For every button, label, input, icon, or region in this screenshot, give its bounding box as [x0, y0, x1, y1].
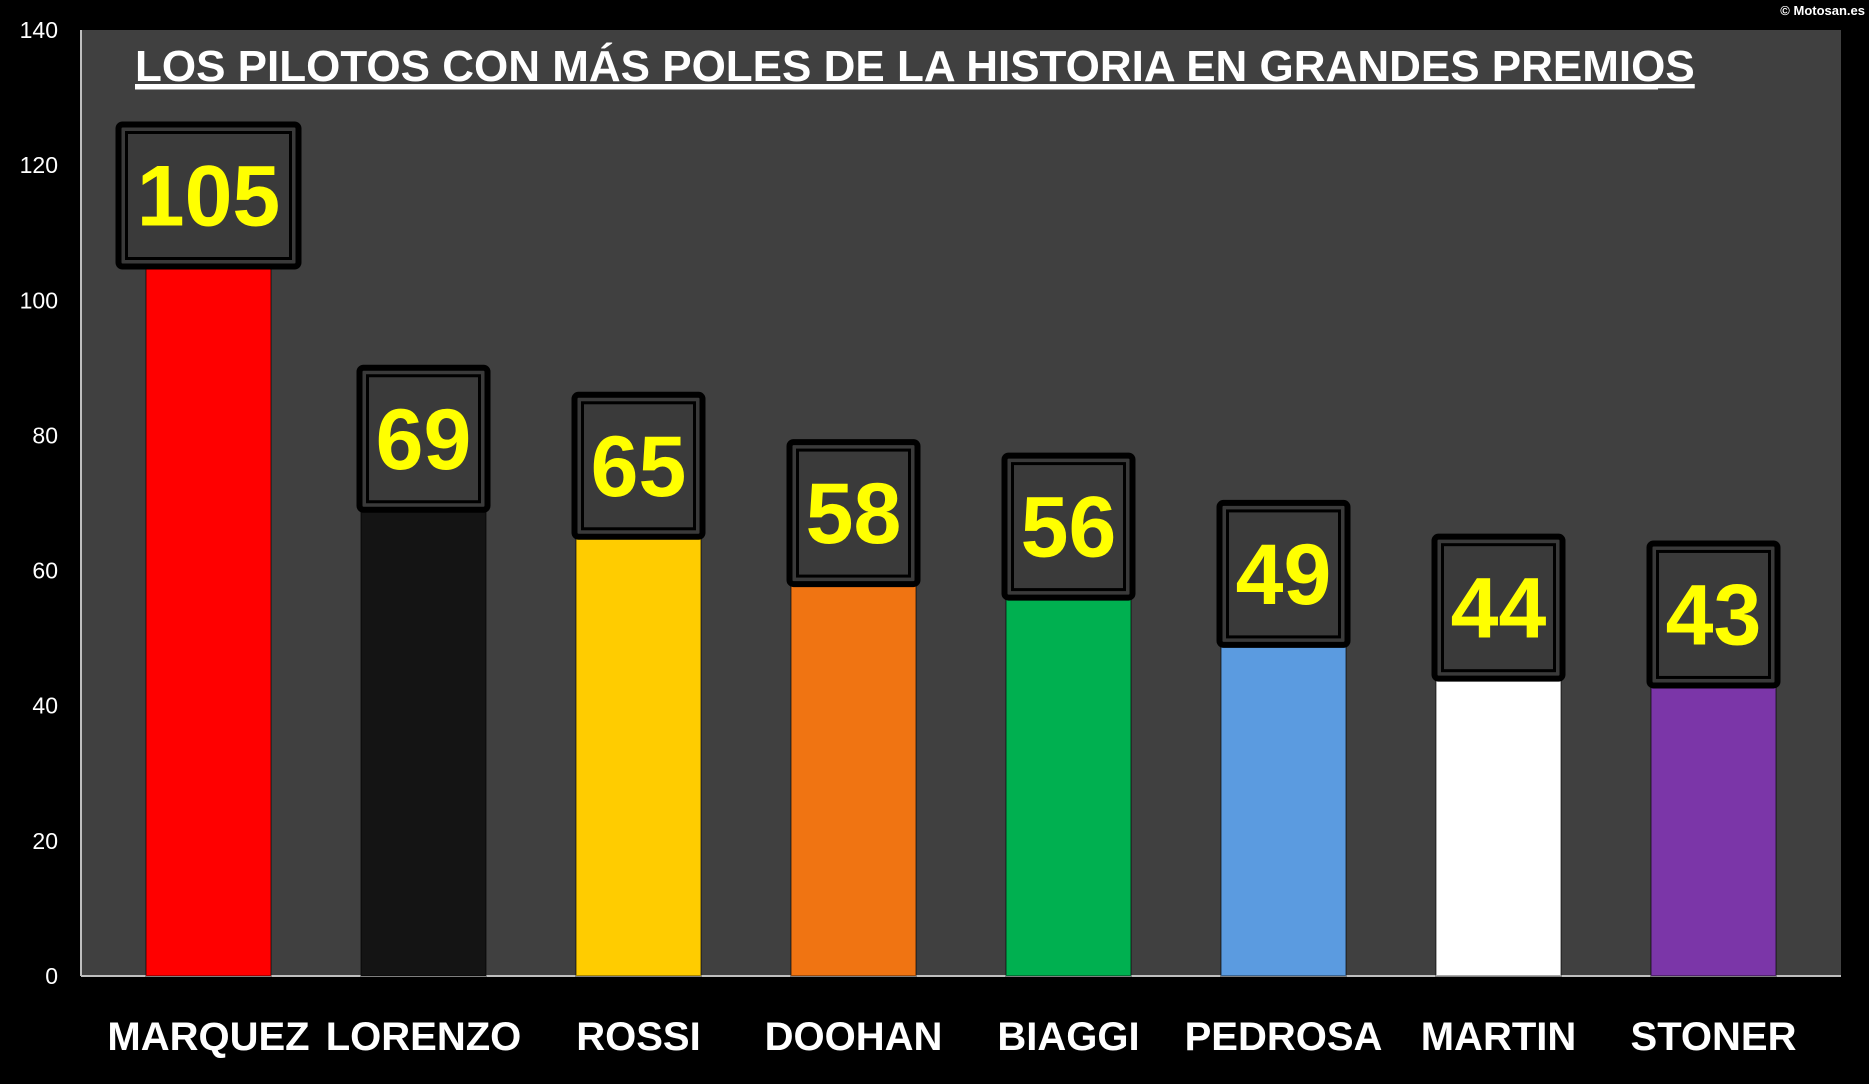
- value-label-box: [1646, 540, 1781, 689]
- data-label: 69: [376, 392, 472, 488]
- chart-title: LOS PILOTOS CON MÁS POLES DE LA HISTORIA…: [135, 41, 1695, 91]
- y-tick-label: 140: [20, 17, 58, 43]
- bar: [790, 583, 917, 977]
- y-tick-label: 100: [20, 287, 58, 313]
- value-label-box-inner: [581, 401, 696, 531]
- y-tick-labels: 0 20 40 60 80 100 120 140: [20, 17, 58, 989]
- x-tick-label: DOOHAN: [765, 1015, 943, 1059]
- value-label-box-inner: [796, 448, 911, 578]
- data-label: 49: [1236, 527, 1332, 623]
- data-label: 105: [137, 149, 281, 245]
- x-tick-label: BIAGGI: [997, 1015, 1139, 1059]
- x-tick-label: PEDROSA: [1185, 1015, 1383, 1059]
- value-label-box: [571, 391, 706, 540]
- bar: [575, 535, 702, 977]
- value-labels: 105 69 65 58 56 49 44 43: [115, 121, 1781, 689]
- y-tick-label: 80: [32, 422, 58, 448]
- value-label-box: [786, 439, 921, 588]
- y-tick-label: 120: [20, 152, 58, 178]
- value-label-box-inner: [125, 131, 292, 260]
- y-tick-label: 40: [32, 693, 58, 719]
- bar: [1220, 643, 1347, 978]
- value-label-box: [1431, 533, 1566, 682]
- y-tick-label: 20: [32, 828, 58, 854]
- value-label-box-inner: [1011, 462, 1126, 592]
- y-tick-label: 60: [32, 558, 58, 584]
- data-label: 58: [806, 466, 902, 562]
- value-label-box-inner: [1441, 543, 1556, 673]
- value-label-box: [356, 364, 491, 513]
- bar: [1005, 596, 1132, 977]
- bar: [360, 508, 487, 977]
- bar: [1435, 677, 1562, 978]
- bars: [145, 265, 1777, 978]
- bar: [1650, 684, 1777, 977]
- x-tick-labels: MARQUEZ LORENZO ROSSI DOOHAN BIAGGI PEDROSA MA…: [107, 1015, 1796, 1059]
- value-label-box: [115, 121, 302, 270]
- data-label: 44: [1451, 561, 1547, 657]
- value-label-box-inner: [1656, 549, 1771, 679]
- data-label: 56: [1021, 480, 1117, 576]
- value-label-box-inner: [1226, 509, 1341, 639]
- x-tick-label: STONER: [1631, 1015, 1797, 1059]
- x-tick-label: ROSSI: [576, 1015, 700, 1059]
- x-tick-label: LORENZO: [326, 1015, 522, 1059]
- plot-area: [81, 30, 1841, 976]
- bar: [145, 265, 272, 977]
- x-tick-label: MARTIN: [1421, 1015, 1577, 1059]
- data-label: 43: [1666, 567, 1762, 663]
- y-tick-label: 0: [45, 963, 58, 989]
- value-label-box-inner: [366, 374, 481, 504]
- value-label-box: [1001, 452, 1136, 601]
- value-label-box: [1216, 499, 1351, 648]
- data-label: 65: [591, 419, 687, 515]
- x-tick-label: MARQUEZ: [107, 1015, 309, 1059]
- credit-watermark: © Motosan.es: [1780, 3, 1865, 18]
